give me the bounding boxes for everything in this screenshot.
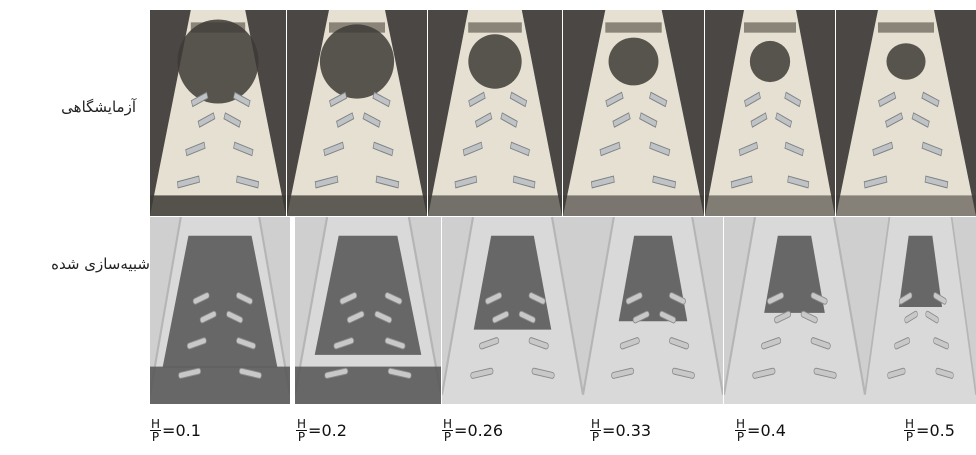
fraction-denominator: P: [443, 430, 452, 444]
ratio-label: H P =0.5: [904, 418, 955, 443]
fraction-denominator: P: [297, 430, 306, 444]
simulation-image: [583, 217, 723, 404]
fraction-denominator: P: [736, 430, 745, 444]
simulation-image: [150, 217, 290, 404]
fraction-numerator: H: [296, 417, 308, 431]
simulation-image: [865, 217, 976, 404]
fraction-numerator: H: [735, 417, 747, 431]
laboratory-photo: [705, 10, 835, 216]
laboratory-photo: [150, 10, 286, 216]
ratio-label: H P =0.2: [296, 418, 347, 443]
ratio-value: =0.5: [916, 421, 955, 440]
ratio-label: H P =0.33: [590, 418, 651, 443]
laboratory-row-label: آزمایشگاهی: [61, 98, 136, 116]
simulation-image: [295, 217, 441, 404]
ratio-value: =0.33: [602, 421, 652, 440]
laboratory-photo: [563, 10, 704, 216]
fraction-numerator: H: [150, 417, 162, 431]
laboratory-photo: [287, 10, 427, 216]
fraction-numerator: H: [442, 417, 454, 431]
simulation-image: [724, 217, 865, 404]
ratio-value: =0.4: [747, 421, 786, 440]
fraction-denominator: P: [151, 430, 160, 444]
fraction-denominator: P: [905, 430, 914, 444]
fraction-numerator: H: [904, 417, 916, 431]
simulation-row-label: شبیه‌سازی شده: [51, 255, 150, 273]
ratio-label: H P =0.4: [735, 418, 786, 443]
laboratory-photo-row: [150, 10, 976, 216]
laboratory-photo: [428, 10, 562, 216]
ratio-value: =0.26: [454, 421, 504, 440]
simulation-image-row: [150, 217, 976, 404]
simulation-image: [442, 217, 583, 404]
fraction-numerator: H: [590, 417, 602, 431]
laboratory-photo: [836, 10, 976, 216]
ratio-label: H P =0.1: [150, 418, 201, 443]
ratio-value: =0.2: [308, 421, 347, 440]
ratio-label: H P =0.26: [442, 418, 503, 443]
fraction-denominator: P: [591, 430, 600, 444]
ratio-value: =0.1: [162, 421, 201, 440]
